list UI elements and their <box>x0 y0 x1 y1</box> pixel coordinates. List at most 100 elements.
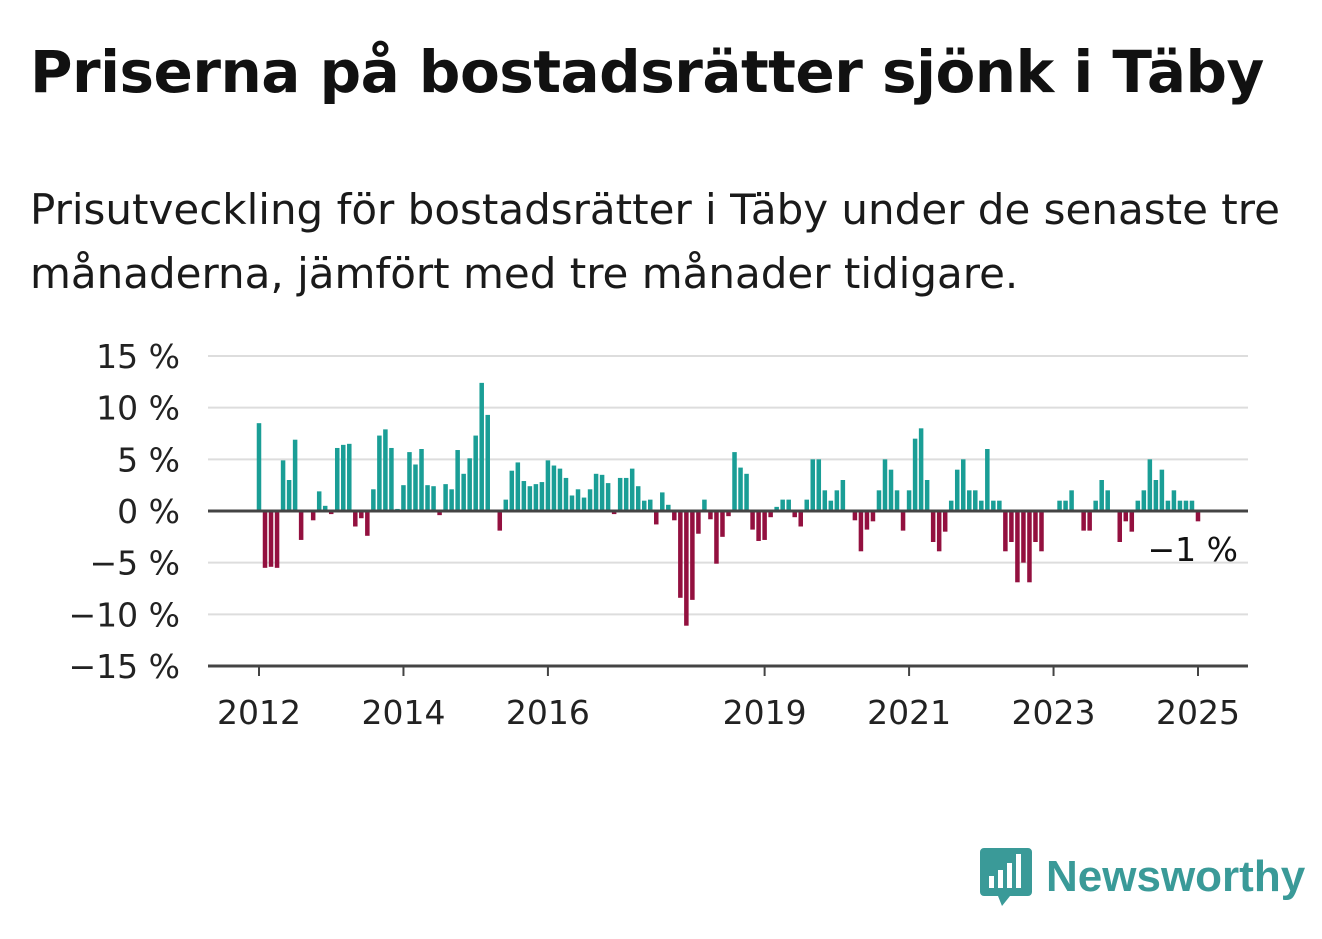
bar <box>732 452 737 511</box>
bar <box>1027 511 1032 583</box>
bar <box>557 468 563 511</box>
bar <box>768 511 773 518</box>
bar <box>1003 511 1008 552</box>
bar <box>497 511 503 531</box>
bar <box>1171 490 1177 511</box>
bar <box>1093 500 1098 511</box>
bar <box>906 490 912 511</box>
x-tick-label: 2019 <box>723 693 807 732</box>
bar <box>714 511 719 564</box>
bar <box>924 480 930 511</box>
bar <box>298 511 304 540</box>
bar <box>359 511 364 519</box>
bar <box>756 511 761 541</box>
bar <box>660 492 665 511</box>
y-tick-label: 0 % <box>117 492 180 531</box>
bar <box>407 452 412 511</box>
bar <box>334 447 340 511</box>
bar <box>449 489 454 511</box>
bar <box>985 449 990 511</box>
bar <box>479 382 484 511</box>
bar <box>347 443 352 511</box>
bar <box>280 460 286 511</box>
x-tick-label: 2016 <box>506 693 590 732</box>
bar <box>900 511 906 531</box>
bar <box>569 495 575 511</box>
bar-chart-speech-bubble-icon <box>980 848 1032 906</box>
bar <box>1099 480 1104 511</box>
axes <box>208 509 1248 676</box>
bar <box>979 500 984 511</box>
bar <box>864 511 870 530</box>
bar <box>521 481 527 511</box>
bar <box>834 490 840 511</box>
bar <box>1183 500 1189 511</box>
bar <box>551 465 557 511</box>
y-tick-label: −5 % <box>90 544 181 583</box>
bar <box>533 484 539 511</box>
bar <box>1195 511 1201 522</box>
bar <box>575 489 581 511</box>
bar <box>473 435 478 511</box>
bar <box>310 511 316 521</box>
bar <box>997 500 1002 511</box>
bar <box>973 490 978 511</box>
bar <box>437 511 442 516</box>
bar <box>792 511 797 518</box>
bar <box>936 511 942 552</box>
bar <box>882 459 888 511</box>
bar <box>774 506 779 511</box>
bar <box>641 500 647 511</box>
bar <box>1087 511 1092 531</box>
bar <box>678 511 683 598</box>
bar <box>672 511 677 521</box>
bar <box>635 486 641 511</box>
bar <box>684 511 689 626</box>
bar <box>371 489 376 511</box>
chart-title: Priserna på bostadsrätter sjönk i Täby <box>30 38 1264 106</box>
bar <box>822 490 828 511</box>
bar <box>256 423 262 511</box>
bars <box>256 382 1201 626</box>
bar <box>1063 500 1068 511</box>
bar <box>948 500 954 511</box>
x-tick-label: 2025 <box>1156 693 1240 732</box>
brand-name: Newsworthy <box>1046 852 1306 901</box>
bar <box>1141 490 1147 511</box>
bar <box>623 477 629 511</box>
bar <box>798 511 803 527</box>
bar <box>455 450 460 511</box>
bar <box>654 511 659 525</box>
newsworthy-logo: Newsworthy <box>980 846 1305 908</box>
y-tick-label: 15 % <box>96 337 180 376</box>
bar <box>365 511 370 536</box>
bar <box>828 500 834 511</box>
bar <box>918 428 924 511</box>
bar <box>262 511 268 568</box>
y-axis-labels: 15 % 10 % 5 % 0 % −5 % −10 % −15 % <box>69 337 181 686</box>
bar <box>425 485 430 511</box>
bar <box>1081 511 1086 531</box>
bar <box>461 473 466 511</box>
bar <box>1153 480 1159 511</box>
bar <box>286 480 292 511</box>
bar <box>647 499 653 511</box>
x-axis-labels: 2012 2014 2016 2019 2021 2023 2025 <box>217 693 1240 732</box>
bar <box>605 483 611 511</box>
bar <box>292 439 298 511</box>
bar <box>888 469 894 511</box>
bar <box>467 458 472 511</box>
bar <box>1177 500 1183 511</box>
bar <box>316 491 322 511</box>
bar <box>666 504 671 511</box>
bar <box>991 500 996 511</box>
bar <box>515 462 521 511</box>
bar <box>1123 511 1129 522</box>
bar <box>1159 469 1165 511</box>
bar <box>804 499 809 511</box>
bar <box>593 473 599 511</box>
bar <box>1015 511 1020 583</box>
bar <box>894 490 900 511</box>
bar <box>744 473 749 511</box>
bar <box>1039 511 1044 552</box>
